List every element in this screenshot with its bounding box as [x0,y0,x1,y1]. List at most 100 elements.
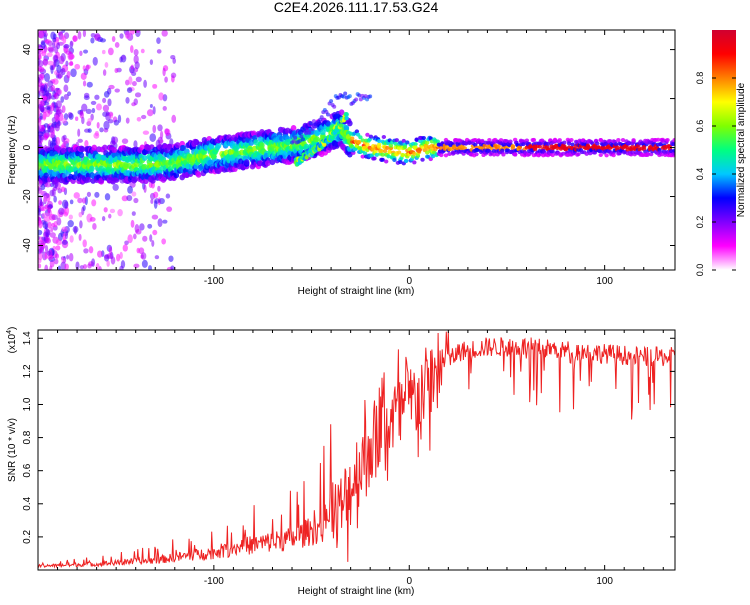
spectrogram-noise-point [52,42,56,49]
spectrogram-ridge-point [537,144,542,149]
spectrogram-ridge-point [400,152,405,157]
spectrogram-noise-point [171,114,177,123]
spectrogram-ridge-point [253,139,259,146]
spectrogram-noise-point [38,118,42,127]
spectrogram-ridge-point [374,152,380,157]
spectrogram-noise-point [112,183,119,191]
spectrogram-ridge-point [598,137,603,142]
spectrogram-ytick-label: 0 [22,144,33,150]
spectrogram-ridge-point [496,144,501,149]
spectrogram-noise-point [158,197,165,205]
spectrogram-ridge-point [79,146,86,153]
spectrogram-ridge-point [487,138,492,143]
snr-panel: -100 0 100 0.2 0.4 0.6 0.8 1.0 1.2 1.4 Height of… [6,327,676,597]
spectrogram-branch-point [329,134,335,140]
spectrogram-noise-point [146,109,154,117]
snr-y-scale: (x104) [6,327,18,354]
spectrogram-noise-point [107,47,114,56]
spectrogram-noise-point [45,110,51,118]
spectrogram-noise-point [124,31,132,40]
spectrogram-ridge-point [376,144,382,149]
spectrogram-noise-point [87,118,93,123]
snr-y-label: SNR (10 * v/v) [7,418,18,482]
spectrogram-noise-point [58,200,62,205]
spectrogram-noise-point [102,104,110,112]
spectrogram-noise-point [61,135,66,143]
spectrogram-noise-point [130,45,134,54]
spectrogram-noise-point [161,238,166,245]
spectrogram-noise-point [131,191,137,197]
spectrogram-ridge-point [372,156,377,161]
spectrogram-faint-branch-point [310,127,315,132]
spectrogram-noise-point [149,59,154,66]
spectrogram-noise-point [67,220,74,228]
spectrogram-branch-point [317,147,322,152]
spectrogram-noise-point [42,96,48,101]
spectrogram-ridge-point [595,141,600,146]
spectrogram-noise-point [122,244,128,252]
spectrogram-ridge-point [480,138,485,143]
spectrogram-noise-point [98,266,102,270]
colorbar-gradient [712,30,736,270]
spectrogram-noise-point [63,94,69,100]
spectrogram-noise-point [114,88,120,93]
spectrogram-noise-point [141,259,148,268]
spectrogram-ridge-point [380,157,385,162]
spectrogram-noise-point [125,96,130,104]
spectrogram-noise-point [140,114,147,120]
spectrogram-noise-point [150,199,154,204]
spectrogram-ridge-point [215,142,222,149]
spectrogram-ridge-point [447,151,452,156]
spectrogram-ridge-point [360,154,365,159]
spectrogram-ridge-point [384,159,389,164]
spectrogram-noise-point [42,238,47,244]
spectrogram-noise-point [77,30,82,40]
spectrogram-faint-branch-point [341,94,346,99]
spectrogram-noise-point [127,234,133,244]
spectrogram-faint-branch-point [319,115,324,120]
spectrogram-ridge-point [498,138,504,143]
spectrogram-ridge-point [343,124,350,131]
spectrogram-noise-point [40,184,46,191]
spectrogram-noise-point [85,64,90,72]
spectrogram-ridge-point [545,141,551,146]
spectrogram-noise-point [134,92,142,98]
spectrogram-ridge-point [354,129,360,134]
spectrogram-ridge-point [173,172,180,179]
spectrogram-noise-point [68,112,74,120]
spectrogram-noise-point [63,84,69,93]
spectrogram-noise-point [170,265,175,270]
spectrogram-noise-point [74,63,81,70]
spectrogram-noise-point [72,225,79,233]
spectrogram-noise-point [42,220,49,229]
spectrogram-noise-point [90,100,97,105]
spectrogram-noise-point [152,191,159,199]
spectrogram-noise-point [120,54,127,63]
spectrogram-noise-point [78,233,82,241]
spectrogram-noise-point [66,254,70,260]
spectrogram-noise-point [49,265,53,270]
spectrogram-noise-point [131,81,137,87]
spectrogram-noise-point [67,91,72,97]
spectrogram-ridge-point [405,140,410,145]
spectrogram-ridge-point [132,176,139,183]
spectrogram-ridge-point [365,132,370,137]
spectrogram-ridge-point [290,124,297,131]
spectrogram-faint-branch-point [329,99,334,104]
spectrogram-ridge-point [78,152,85,159]
spectrogram-ridge-point [243,159,250,166]
snr-y-scale-close: ) [7,327,18,330]
spectrogram-ridge-point [407,146,412,151]
spectrogram-ridge-point [626,140,632,145]
spectrogram-noise-point [107,98,112,107]
spectrogram-ridge-point [613,142,619,147]
spectrogram-noise-point [68,61,74,67]
spectrogram-points [38,30,675,270]
spectrogram-ridge-point [420,157,425,162]
spectrogram-noise-point [156,37,161,45]
spectrogram-faint-branch-point [343,91,348,96]
spectrogram-noise-point [47,221,52,229]
spectrogram-ridge-point [141,155,148,162]
spectrogram-faint-branch-point [325,112,330,117]
